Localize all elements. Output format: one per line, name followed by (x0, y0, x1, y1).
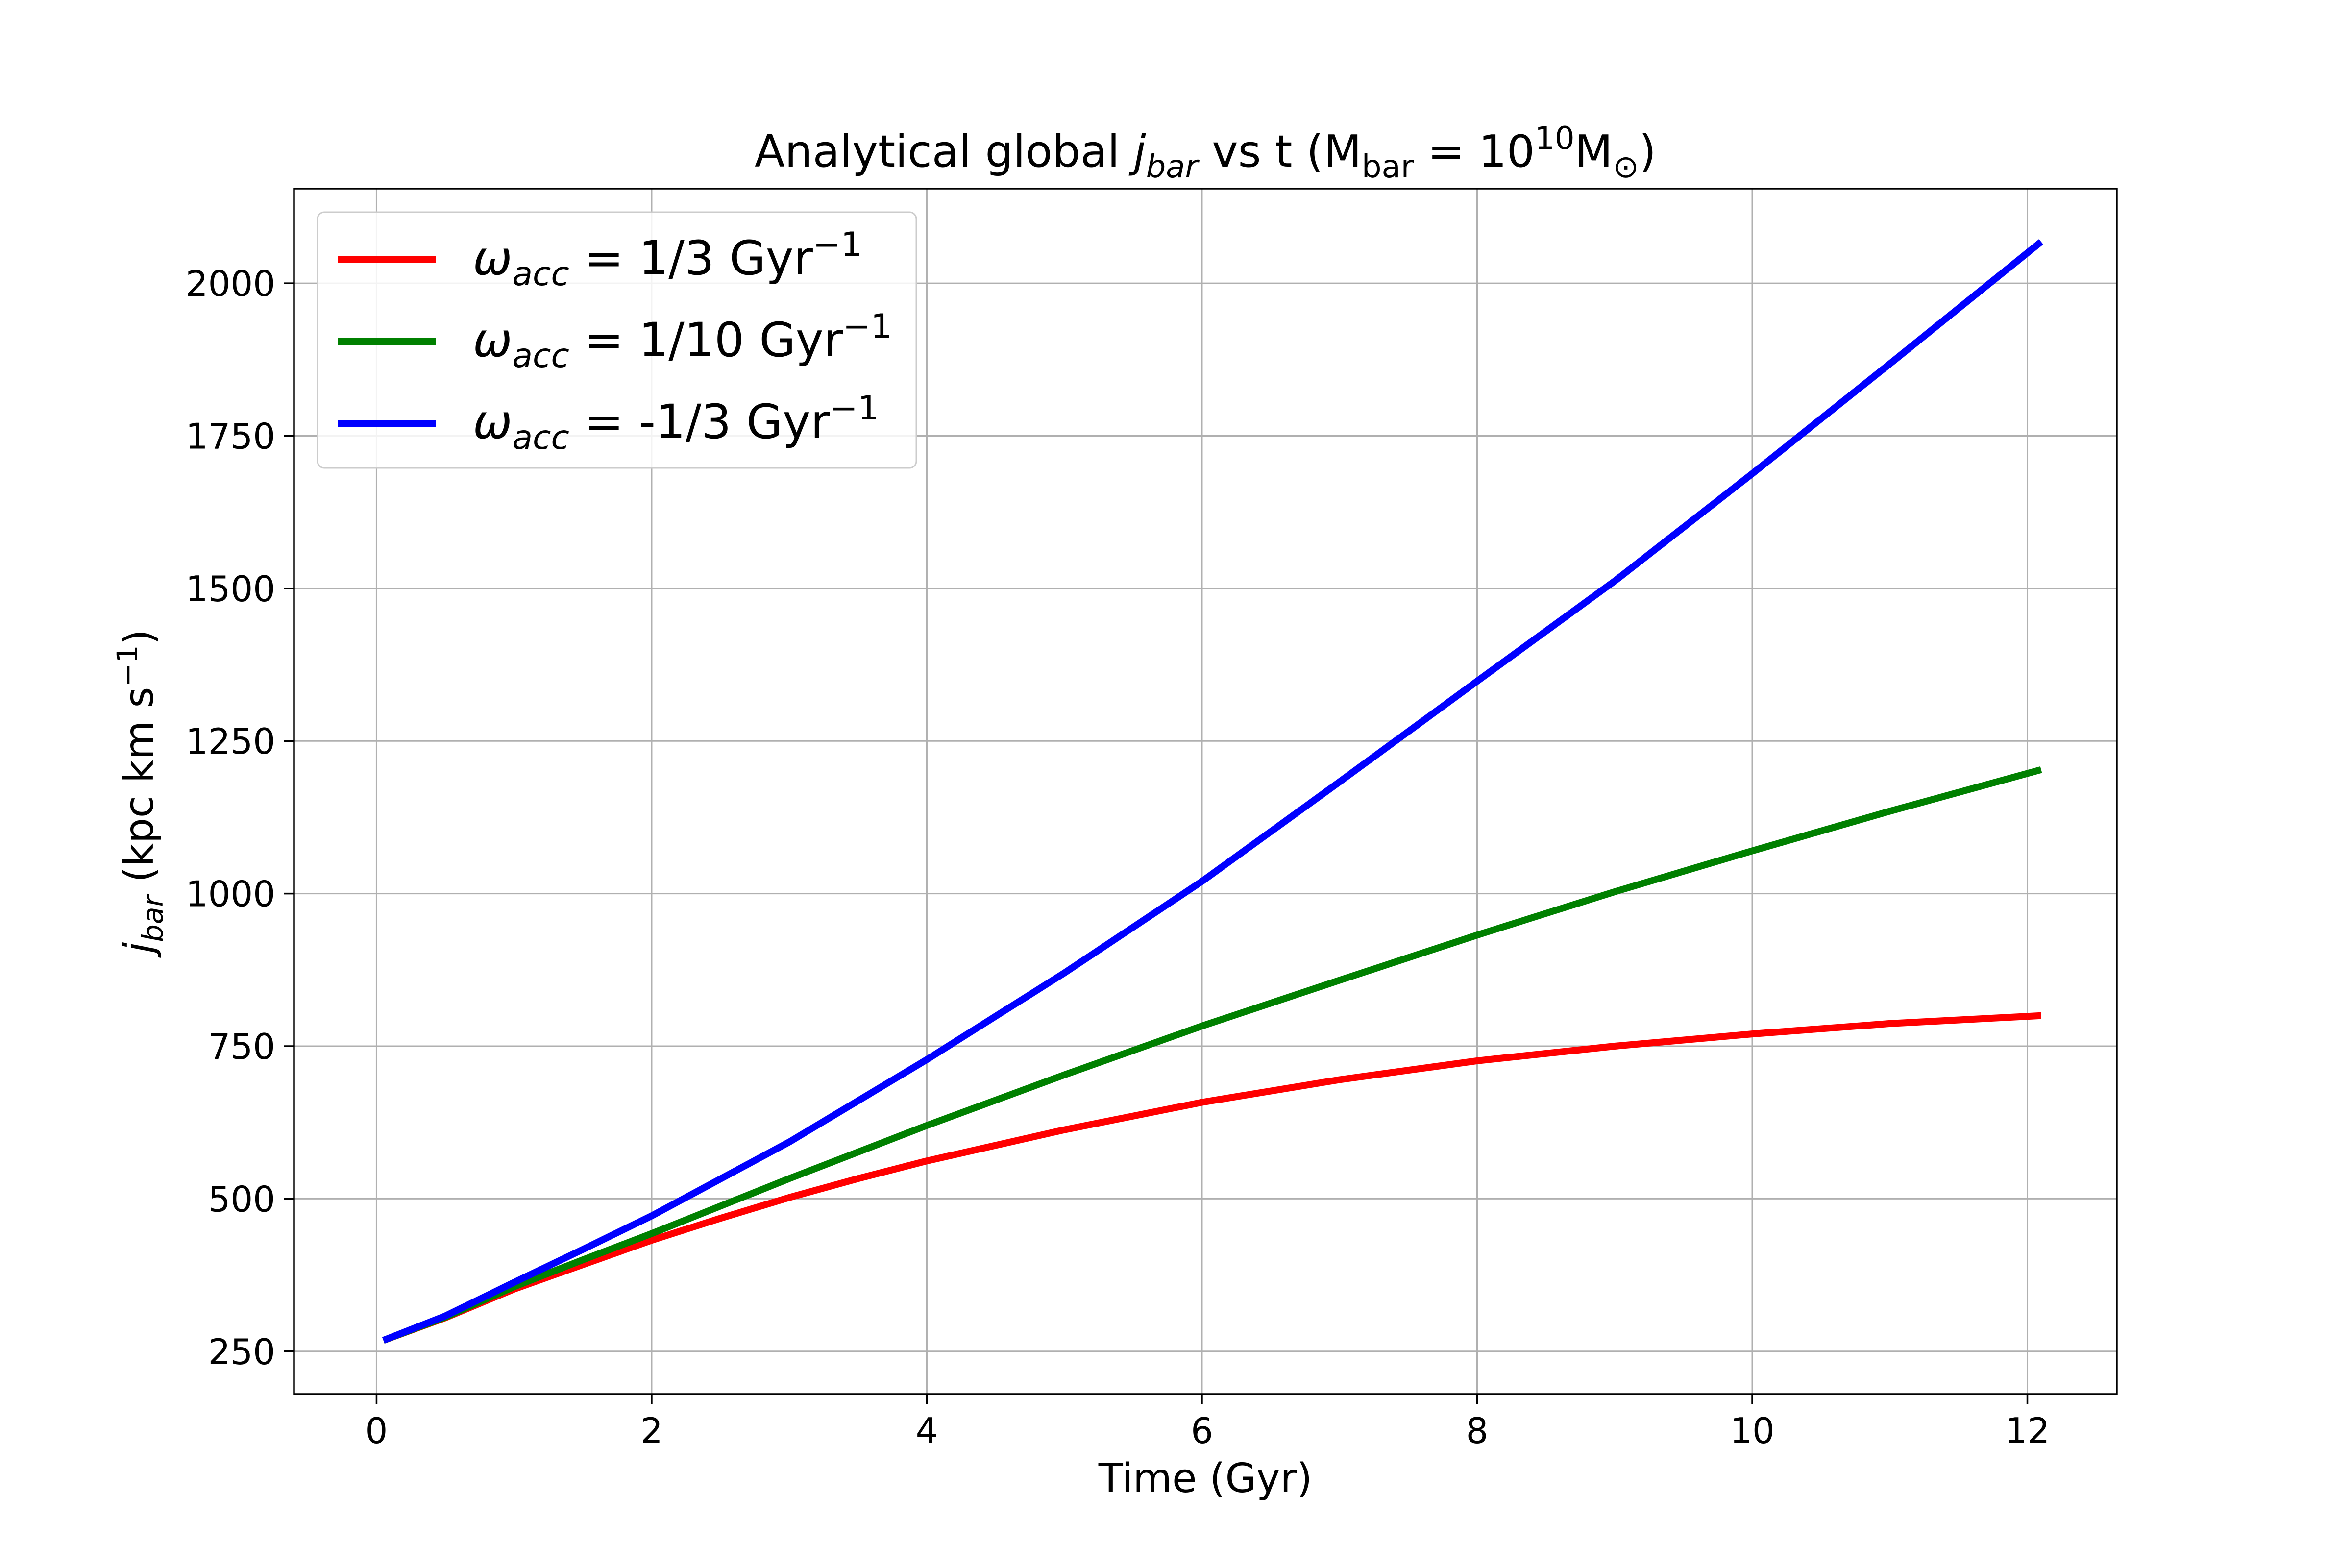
data-series (382, 239, 2043, 1344)
x-tick-label: 2 (640, 1410, 663, 1451)
y-tick-label: 250 (208, 1331, 275, 1372)
y-tick-label: 1750 (186, 416, 275, 457)
legend-box (317, 211, 917, 469)
series-line-3 (382, 239, 2043, 1344)
y-tick-label: 750 (208, 1026, 275, 1067)
y-tick-label: 500 (208, 1178, 275, 1220)
x-tick-label: 4 (916, 1410, 938, 1451)
legend-label-series-2: ωacc = 1/10 Gyr−1 (473, 307, 892, 375)
legend: ωacc = 1/3 Gyr−1 ωacc = 1/10 Gyr−1 ωacc … (317, 211, 917, 469)
series-line-1 (382, 1012, 2041, 1344)
x-tick-label: 8 (1466, 1410, 1489, 1451)
x-tick-label: 0 (366, 1410, 388, 1451)
x-tick-label: 10 (1730, 1410, 1775, 1451)
y-tick-label: 1000 (186, 874, 275, 915)
legend-label-series-1: ωacc = 1/3 Gyr−1 (473, 225, 862, 294)
x-tick-label: 12 (2005, 1410, 2050, 1451)
x-axis-label: Time (Gyr) (1098, 1455, 1313, 1502)
legend-label-series-3: ωacc = -1/3 Gyr−1 (473, 389, 879, 457)
y-tick-label: 1250 (186, 721, 275, 762)
series-line-2 (382, 766, 2042, 1344)
y-tick-label: 1500 (186, 568, 275, 610)
axis-ticks: 0 2 4 6 8 10 12 250 500 750 1000 1250 1500 1750 2000 (186, 263, 2050, 1451)
chart-title: Analytical global jbar vs t (Mbar = 1010… (755, 121, 1656, 185)
grid-lines (294, 189, 2117, 1394)
y-tick-label: 2000 (186, 263, 275, 304)
plot-frame (293, 188, 2118, 1395)
x-tick-label: 6 (1191, 1410, 1213, 1451)
